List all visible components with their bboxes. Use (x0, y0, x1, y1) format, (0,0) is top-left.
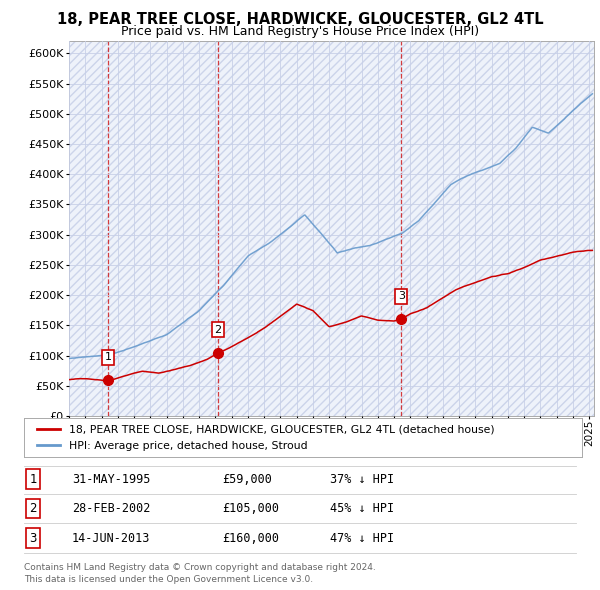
Text: 45% ↓ HPI: 45% ↓ HPI (330, 502, 394, 515)
Text: 1: 1 (29, 473, 37, 486)
Text: Price paid vs. HM Land Registry's House Price Index (HPI): Price paid vs. HM Land Registry's House … (121, 25, 479, 38)
Text: This data is licensed under the Open Government Licence v3.0.: This data is licensed under the Open Gov… (24, 575, 313, 584)
Text: 18, PEAR TREE CLOSE, HARDWICKE, GLOUCESTER, GL2 4TL: 18, PEAR TREE CLOSE, HARDWICKE, GLOUCEST… (56, 12, 544, 27)
Text: 1: 1 (104, 352, 112, 362)
Text: 3: 3 (398, 291, 405, 301)
Text: 28-FEB-2002: 28-FEB-2002 (72, 502, 151, 515)
Text: 37% ↓ HPI: 37% ↓ HPI (330, 473, 394, 486)
Text: £105,000: £105,000 (222, 502, 279, 515)
Text: Contains HM Land Registry data © Crown copyright and database right 2024.: Contains HM Land Registry data © Crown c… (24, 563, 376, 572)
Text: 2: 2 (29, 502, 37, 515)
Text: 2: 2 (214, 324, 221, 335)
Legend: 18, PEAR TREE CLOSE, HARDWICKE, GLOUCESTER, GL2 4TL (detached house), HPI: Avera: 18, PEAR TREE CLOSE, HARDWICKE, GLOUCEST… (32, 421, 499, 455)
Text: 3: 3 (29, 532, 37, 545)
Text: 31-MAY-1995: 31-MAY-1995 (72, 473, 151, 486)
Text: £59,000: £59,000 (222, 473, 272, 486)
Text: £160,000: £160,000 (222, 532, 279, 545)
Text: 47% ↓ HPI: 47% ↓ HPI (330, 532, 394, 545)
Text: 14-JUN-2013: 14-JUN-2013 (72, 532, 151, 545)
